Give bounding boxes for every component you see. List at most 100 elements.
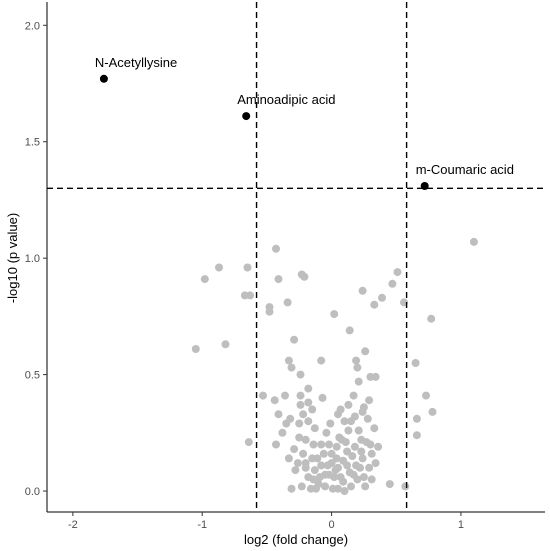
data-point bbox=[365, 463, 374, 472]
data-point bbox=[343, 447, 352, 456]
data-point bbox=[290, 335, 299, 344]
data-point bbox=[244, 438, 253, 447]
data-point bbox=[310, 424, 319, 433]
y-tick-label: 0.0 bbox=[25, 486, 40, 498]
data-point bbox=[301, 435, 310, 444]
y-tick-label: 1.0 bbox=[25, 253, 40, 265]
x-tick-label: -2 bbox=[68, 519, 78, 531]
data-point bbox=[328, 484, 337, 493]
data-point bbox=[367, 475, 376, 484]
y-tick-label: 2.0 bbox=[25, 20, 40, 32]
data-point bbox=[354, 426, 363, 435]
data-point bbox=[246, 291, 255, 300]
data-point bbox=[370, 424, 379, 433]
data-point bbox=[412, 414, 421, 423]
data-point bbox=[359, 473, 368, 482]
data-point bbox=[274, 410, 283, 419]
data-point bbox=[295, 419, 304, 428]
data-point bbox=[358, 454, 367, 463]
x-tick-label: 0 bbox=[329, 519, 335, 531]
data-point bbox=[221, 340, 230, 349]
data-point bbox=[345, 326, 354, 335]
data-point bbox=[366, 440, 375, 449]
data-point bbox=[347, 482, 355, 491]
data-point bbox=[352, 356, 361, 365]
data-point bbox=[200, 275, 209, 284]
data-point bbox=[385, 480, 394, 489]
data-point bbox=[350, 412, 359, 421]
data-point bbox=[296, 400, 305, 409]
data-point bbox=[322, 428, 331, 437]
data-point bbox=[284, 454, 293, 463]
data-point bbox=[296, 370, 305, 379]
significant-point bbox=[420, 182, 429, 190]
data-point bbox=[317, 440, 326, 449]
data-point bbox=[336, 473, 345, 482]
data-point bbox=[361, 482, 370, 491]
data-point bbox=[344, 426, 353, 435]
data-point bbox=[301, 463, 310, 472]
data-point bbox=[286, 414, 295, 423]
significant-point bbox=[99, 74, 108, 83]
data-point bbox=[412, 431, 421, 440]
data-point bbox=[270, 396, 279, 405]
data-point bbox=[326, 419, 335, 428]
data-point bbox=[309, 440, 318, 449]
data-point bbox=[388, 279, 397, 288]
data-point bbox=[335, 433, 344, 442]
data-point bbox=[274, 275, 283, 284]
data-point bbox=[393, 268, 402, 277]
data-point bbox=[340, 417, 349, 426]
data-point bbox=[422, 391, 430, 400]
data-point bbox=[287, 484, 296, 493]
data-point bbox=[278, 428, 287, 437]
y-tick-label: 0.5 bbox=[25, 370, 40, 382]
data-point bbox=[334, 410, 342, 419]
data-point bbox=[356, 463, 364, 472]
data-point bbox=[401, 482, 410, 491]
data-point bbox=[295, 433, 304, 442]
data-point bbox=[363, 414, 372, 423]
data-point bbox=[327, 459, 336, 468]
data-point bbox=[367, 449, 376, 458]
data-point bbox=[287, 363, 296, 372]
data-point bbox=[330, 473, 339, 482]
data-point bbox=[370, 300, 379, 309]
data-point bbox=[304, 384, 313, 393]
data-point bbox=[341, 438, 350, 447]
data-point bbox=[330, 310, 339, 319]
data-point bbox=[191, 345, 200, 353]
data-point bbox=[318, 393, 327, 402]
data-point bbox=[309, 475, 318, 484]
data-point bbox=[259, 391, 267, 400]
significant-point bbox=[242, 112, 251, 121]
x-tick-label: 1 bbox=[458, 519, 464, 531]
data-point bbox=[291, 466, 300, 475]
data-point bbox=[283, 298, 292, 307]
point-label: m-Coumaric acid bbox=[416, 162, 514, 177]
data-point bbox=[361, 347, 370, 356]
data-point bbox=[281, 391, 289, 400]
data-point bbox=[343, 461, 352, 470]
data-point bbox=[299, 449, 308, 458]
data-point bbox=[304, 398, 313, 407]
data-point bbox=[272, 244, 280, 253]
y-axis-title: -log10 (p value) bbox=[5, 213, 20, 303]
data-point bbox=[344, 400, 353, 409]
data-point bbox=[321, 482, 330, 491]
data-point bbox=[371, 459, 380, 468]
data-point bbox=[331, 466, 340, 475]
y-tick-label: 1.5 bbox=[25, 137, 40, 149]
data-point bbox=[308, 405, 317, 414]
data-point bbox=[332, 454, 341, 463]
data-point bbox=[293, 459, 302, 468]
data-point bbox=[215, 263, 223, 272]
data-point bbox=[350, 442, 359, 451]
plot-marks: N-Acetyllysine Aminoadipic acid m-Coumaric… bbox=[47, 2, 545, 512]
data-point bbox=[371, 372, 380, 381]
data-point bbox=[349, 470, 358, 479]
data-point bbox=[306, 484, 315, 493]
data-point bbox=[354, 377, 363, 386]
data-point bbox=[299, 410, 308, 419]
